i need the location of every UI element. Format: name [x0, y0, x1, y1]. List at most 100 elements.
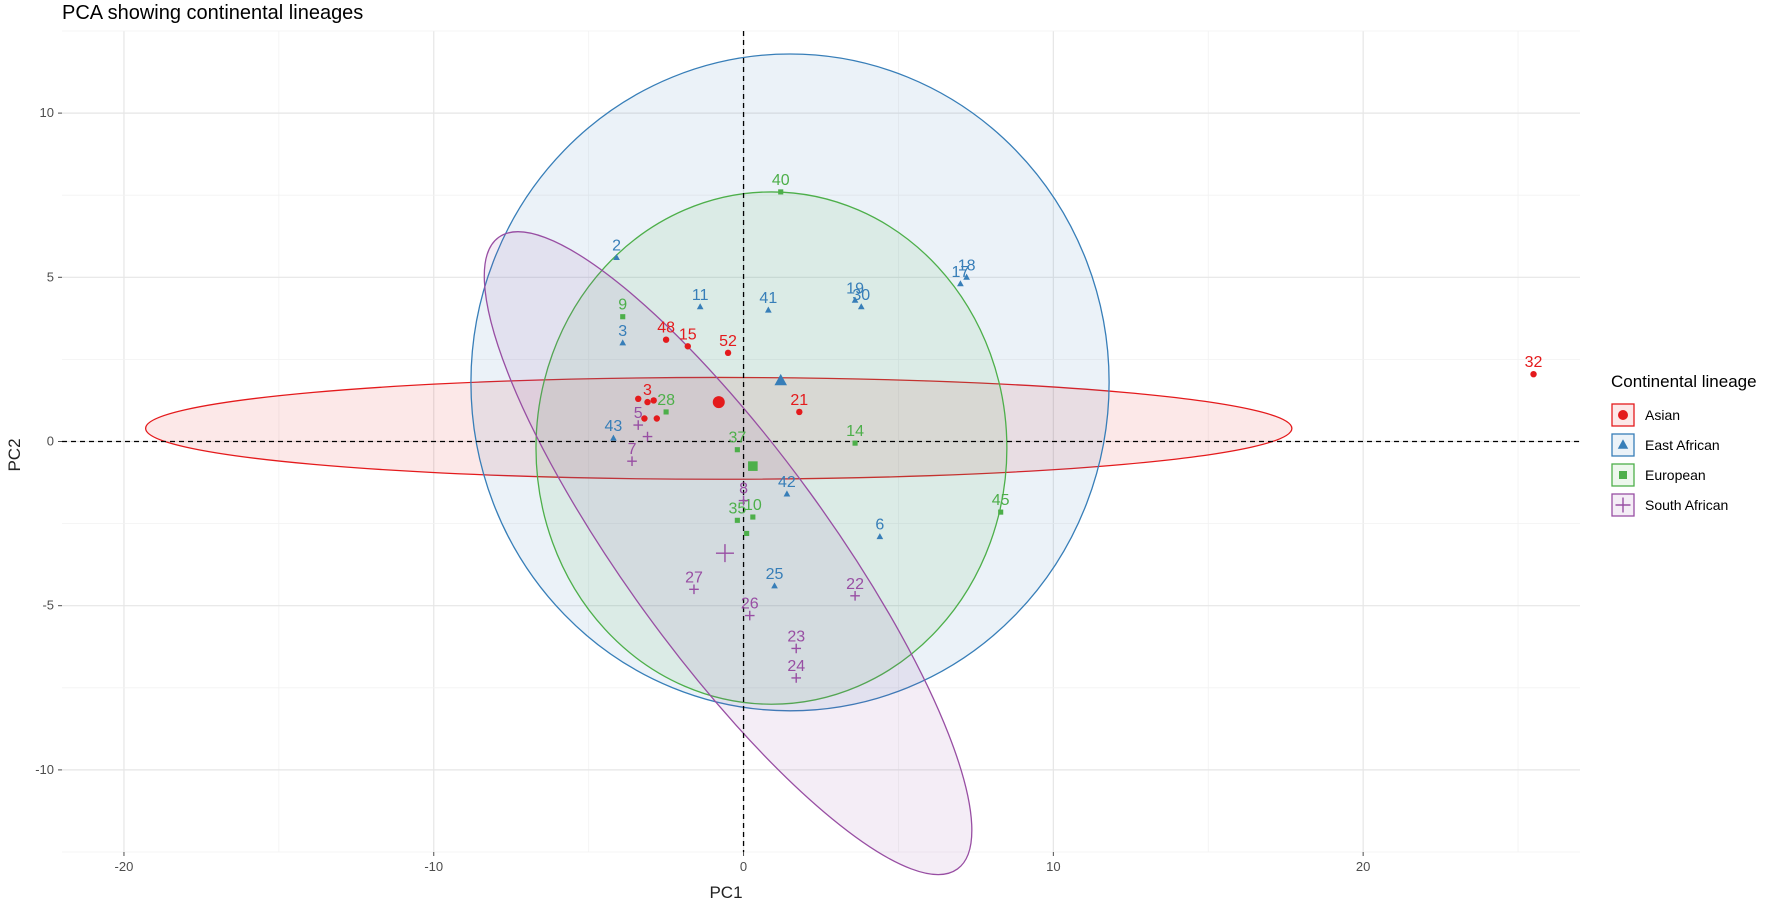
point-label-east-african: 25 — [766, 566, 784, 583]
legend-symbol-asian — [1618, 410, 1628, 420]
point-east-african — [963, 273, 970, 280]
x-tick-label: 0 — [740, 859, 747, 874]
y-tick-label: 0 — [47, 434, 54, 449]
point-label-south-african: 5 — [634, 405, 643, 422]
point-label-european: 37 — [728, 430, 746, 447]
point-european — [998, 509, 1004, 515]
legend-label-south-african: South African — [1645, 497, 1728, 513]
point-label-south-african: 22 — [846, 576, 864, 593]
point-asian — [635, 395, 642, 403]
point-asian — [650, 397, 657, 404]
legend-label-asian: Asian — [1645, 407, 1680, 423]
point-east-african — [771, 582, 778, 589]
point-east-african — [851, 296, 859, 303]
point-east-african — [764, 306, 772, 313]
point-label-east-african: 42 — [778, 474, 796, 491]
point-european — [734, 517, 740, 523]
chart-title: PCA showing continental lineages — [62, 2, 363, 24]
point-label-south-african: 26 — [741, 596, 759, 613]
point-label-european: 28 — [657, 392, 675, 409]
legend-symbol-european — [1619, 471, 1627, 479]
point-east-african — [957, 280, 964, 287]
point-south-african — [791, 643, 802, 654]
legend-items: Asian East African European South African — [1611, 403, 1728, 517]
point-asian — [641, 415, 648, 422]
legend-title: Continental lineage — [1611, 372, 1757, 391]
y-tick-label: -10 — [35, 762, 54, 777]
point-south-african — [642, 431, 653, 442]
point-label-east-african: 11 — [692, 287, 709, 304]
point-label-east-african: 43 — [605, 418, 623, 435]
point-label-south-african: 27 — [685, 569, 703, 586]
y-tick-label: 10 — [40, 105, 54, 120]
x-tick-label: 10 — [1046, 859, 1060, 874]
y-tick-label: -5 — [42, 598, 54, 613]
point-label-asian: 32 — [1525, 354, 1543, 371]
point-label-east-african: 17 — [952, 264, 970, 281]
point-label-european: 35 — [728, 500, 746, 517]
point-east-african — [857, 303, 865, 310]
point-south-african — [689, 584, 699, 595]
ellipse-asian — [144, 376, 1293, 480]
point-asian — [684, 343, 691, 350]
point-south-african — [850, 591, 860, 601]
point-south-african — [791, 673, 802, 683]
point-south-african — [627, 456, 637, 467]
point-label-east-african: 3 — [618, 323, 627, 340]
point-south-african — [738, 495, 749, 506]
legend-label-european: European — [1645, 467, 1706, 483]
point-european — [663, 409, 669, 415]
point-label-european: 9 — [618, 297, 627, 314]
point-label-asian: 21 — [790, 392, 808, 409]
y-tick-label: 5 — [47, 269, 54, 284]
point-european — [778, 189, 784, 195]
point-european — [852, 440, 858, 446]
point-label-south-african: 23 — [787, 628, 805, 645]
x-tick-label: -20 — [115, 859, 134, 874]
x-tick-label: 20 — [1356, 859, 1370, 874]
point-asian — [1530, 370, 1537, 378]
point-european — [750, 514, 756, 520]
point-east-african — [696, 303, 704, 310]
point-label-east-african: 2 — [612, 238, 621, 255]
point-south-african — [744, 610, 755, 621]
x-tick-label: -10 — [424, 859, 443, 874]
point-label-east-african: 41 — [759, 290, 777, 307]
axis-ticks: -20 -10 0 10 20 -10 -5 0 5 10 — [35, 105, 1370, 874]
point-label-south-african: 8 — [739, 481, 748, 498]
point-east-african — [610, 434, 617, 441]
point-label-east-african: 6 — [875, 517, 884, 534]
point-european — [734, 447, 740, 453]
point-label-european: 40 — [772, 172, 790, 189]
point-label-south-african: 24 — [787, 658, 805, 675]
point-european — [744, 530, 750, 537]
point-south-african — [633, 420, 644, 430]
point-label-east-african: 30 — [852, 287, 870, 304]
centroid-asian — [712, 396, 725, 409]
point-label-asian: 48 — [657, 320, 675, 337]
centroid-east-african — [774, 373, 787, 386]
x-axis-title: PC1 — [709, 883, 742, 902]
point-label-south-african: 7 — [628, 441, 637, 458]
point-asian — [796, 408, 803, 416]
point-label-asian: 52 — [719, 333, 737, 350]
confidence-ellipses — [144, 53, 1293, 876]
legend-label-east-african: East African — [1645, 437, 1720, 453]
centroid-south-african — [715, 544, 734, 563]
point-east-african — [783, 490, 791, 497]
point-label-asian: 15 — [679, 326, 697, 343]
legend-symbol-east-african — [1617, 439, 1629, 449]
ellipse-east-african — [470, 53, 1110, 712]
point-label-european: 45 — [992, 492, 1010, 509]
point-asian — [724, 349, 732, 357]
legend-symbol-south-african — [1615, 497, 1631, 513]
point-asian — [662, 336, 670, 343]
centroid-european — [748, 461, 758, 471]
reference-lines — [62, 31, 1580, 852]
point-asian — [644, 398, 651, 406]
point-european — [620, 314, 626, 320]
ellipse-european — [535, 191, 1008, 705]
y-axis-title: PC2 — [5, 438, 24, 471]
